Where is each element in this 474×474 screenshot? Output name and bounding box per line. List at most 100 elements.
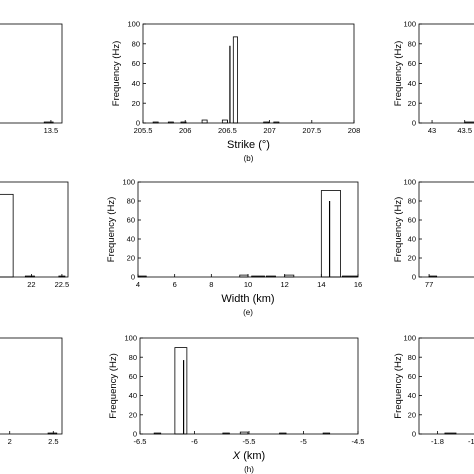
histogram-bar — [174, 347, 188, 435]
y-tick-label: 0 — [412, 273, 416, 282]
y-tick-label: 60 — [127, 216, 135, 225]
y-tick-label: 20 — [127, 254, 135, 263]
histogram-bar — [273, 121, 280, 124]
y-tick-label: 80 — [127, 197, 135, 206]
x-axis-label: Strike (°) — [227, 139, 270, 151]
y-tick-label: 0 — [133, 430, 137, 439]
histogram-bar — [279, 432, 287, 435]
x-tick-label: 206.5 — [218, 126, 237, 135]
y-tick-label: 60 — [408, 216, 416, 225]
x-tick-label: 43 — [428, 126, 436, 135]
y-tick-label: 100 — [124, 334, 137, 343]
histogram-bar — [464, 121, 474, 124]
y-tick-label: 80 — [408, 353, 416, 362]
x-tick-label: 22.5 — [55, 280, 70, 289]
x-tick-label: -1.8 — [431, 437, 444, 446]
axes-frame — [418, 181, 474, 278]
histogram-bar — [43, 121, 54, 124]
histogram-panel-c: 43 43.5 0 20 40 60 80 100 Frequency (Hz) — [393, 20, 474, 135]
histogram-bar — [251, 275, 265, 278]
x-tick-label: 207 — [263, 126, 276, 135]
y-tick-label: 80 — [129, 353, 137, 362]
histogram-bar — [167, 121, 174, 124]
y-tick-label: 100 — [403, 178, 416, 187]
y-tick-label: 0 — [131, 273, 135, 282]
y-tick-label: 40 — [129, 391, 137, 400]
histogram-bar — [201, 119, 208, 124]
histogram-panel-g: 2 2.5 — [0, 337, 63, 446]
x-tick-label: 205.5 — [134, 126, 153, 135]
x-tick-label: 2 — [8, 437, 12, 446]
x-axis-label: X (km) — [232, 450, 265, 462]
histogram-panel-d: 22 22.5 — [0, 181, 70, 289]
histogram-bar — [342, 275, 358, 278]
y-axis-label: Frequency (Hz) — [393, 41, 404, 106]
y-tick-label: 100 — [122, 178, 135, 187]
x-tick-label: 14 — [317, 280, 325, 289]
x-tick-label: -5.5 — [243, 437, 256, 446]
histogram-bar — [0, 193, 14, 278]
histogram-panel-e: 4 6 8 10 12 14 16 0 20 40 60 80 100 Frequency (Hz) Wid… — [106, 178, 362, 317]
axes-frame — [418, 23, 474, 124]
y-tick-label: 20 — [408, 254, 416, 263]
y-tick-label: 40 — [408, 391, 416, 400]
y-tick-label: 100 — [127, 20, 140, 29]
panel-caption: (b) — [244, 154, 254, 163]
y-tick-label: 0 — [412, 119, 416, 128]
x-tick-label: 12 — [280, 280, 288, 289]
panel-caption: (e) — [243, 308, 253, 317]
histogram-panel-h: -6.5 -6 -5.5 -5 -4.5 0 20 40 60 80 100 Frequency (H… — [108, 334, 364, 474]
x-tick-label: 16 — [354, 280, 362, 289]
y-tick-label: 80 — [408, 39, 416, 48]
x-tick-label: 22 — [27, 280, 35, 289]
y-tick-label: 0 — [136, 119, 140, 128]
x-tick-label: 13.5 — [44, 126, 59, 135]
y-axis-label: Frequency (Hz) — [111, 41, 122, 106]
axes-frame — [0, 181, 69, 278]
x-tick-label: 4 — [136, 280, 140, 289]
y-tick-label: 80 — [132, 39, 140, 48]
x-tick-label: 8 — [209, 280, 213, 289]
histogram-bar — [47, 432, 58, 435]
axes-frame — [418, 337, 474, 435]
axes-frame — [0, 337, 63, 435]
x-tick-label: -6.5 — [134, 437, 147, 446]
histogram-bar — [153, 432, 162, 435]
axes-frame — [137, 181, 359, 278]
x-tick-label: 207.5 — [302, 126, 321, 135]
x-tick-label: -4.5 — [352, 437, 365, 446]
y-tick-label: 40 — [408, 235, 416, 244]
y-tick-label: 60 — [408, 59, 416, 68]
y-tick-label: 40 — [127, 235, 135, 244]
y-tick-label: 20 — [132, 99, 140, 108]
y-axis-label: Frequency (Hz) — [393, 197, 404, 262]
y-tick-label: 20 — [129, 410, 137, 419]
y-axis-label: Frequency (Hz) — [106, 197, 117, 262]
x-tick-label: 77 — [425, 280, 433, 289]
histogram-bar — [322, 432, 331, 435]
x-tick-label: 206 — [179, 126, 192, 135]
y-tick-label: 80 — [408, 197, 416, 206]
histogram-panel-a: 1313.5 — [0, 23, 63, 135]
histogram-bar — [239, 274, 249, 278]
axes-frame — [0, 23, 63, 124]
histogram-panel-i: -1.8 -1.7 0 20 40 60 80 100 Frequency (Hz) — [393, 334, 474, 446]
y-tick-label: 100 — [403, 20, 416, 29]
x-tick-label: -6 — [191, 437, 198, 446]
histogram-bar — [284, 274, 295, 278]
x-tick-label: 10 — [244, 280, 252, 289]
y-tick-label: 40 — [132, 79, 140, 88]
x-tick-label: -1.7 — [468, 437, 474, 446]
y-axis-label: Frequency (Hz) — [108, 353, 119, 418]
histogram-bar — [428, 275, 438, 278]
y-tick-label: 60 — [408, 372, 416, 381]
histogram-bar — [24, 275, 35, 278]
histogram-bar — [263, 121, 270, 124]
histogram-bar — [221, 119, 228, 124]
y-tick-label: 20 — [408, 410, 416, 419]
x-tick-label: -5 — [300, 437, 307, 446]
histogram-panel-b: 205.5 206 206.5 207 207.5 208 0 20 40 60 80 100 Freq… — [111, 20, 360, 163]
x-tick-label: 2.5 — [48, 437, 58, 446]
histogram-bar — [222, 432, 230, 435]
